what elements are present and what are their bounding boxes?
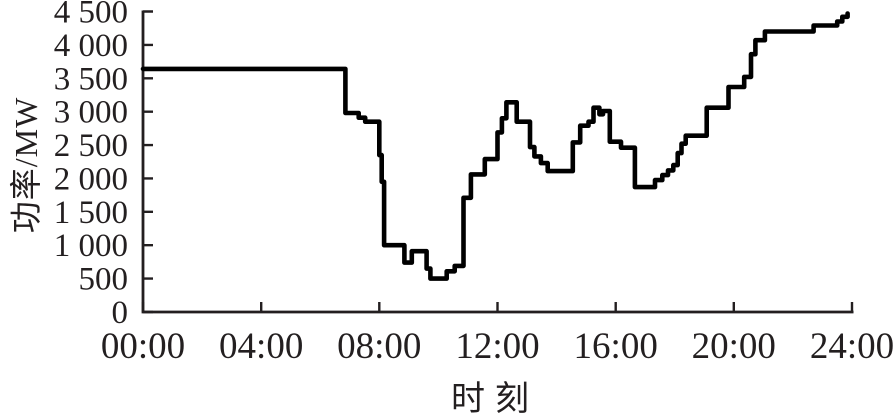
power-curve: [140, 11, 850, 281]
x-axis-tick-label: 00:00: [101, 326, 185, 367]
y-axis-tick-label: 2 000: [54, 161, 128, 197]
x-axis-tick-label: 24:00: [810, 326, 894, 367]
y-axis-tick-label: 2 500: [54, 128, 128, 164]
y-axis-tick-label: 4 500: [54, 0, 128, 31]
y-axis-tick-label: 3 500: [54, 61, 128, 97]
y-axis-tick-label: 500: [79, 262, 129, 298]
y-axis-tick-label: 0: [112, 295, 129, 331]
x-axis-tick-marks: [141, 302, 854, 312]
x-axis-title: 时刻: [451, 381, 539, 413]
y-axis-tick-label: 4 000: [54, 28, 128, 64]
y-axis-tick-label: 1 000: [54, 228, 128, 264]
y-axis-title: 功率/MW: [8, 96, 44, 234]
x-axis-tick-label: 12:00: [455, 326, 539, 367]
y-axis-tick-marks: [143, 10, 153, 314]
x-axis-tick-label: 20:00: [692, 326, 776, 367]
x-axis-tick-label: 16:00: [574, 326, 658, 367]
x-axis-tick-label: 04:00: [219, 326, 303, 367]
x-axis-tick-label: 08:00: [337, 326, 421, 367]
y-axis-tick-label: 1 500: [54, 195, 128, 231]
y-axis-tick-label: 3 000: [54, 95, 128, 131]
